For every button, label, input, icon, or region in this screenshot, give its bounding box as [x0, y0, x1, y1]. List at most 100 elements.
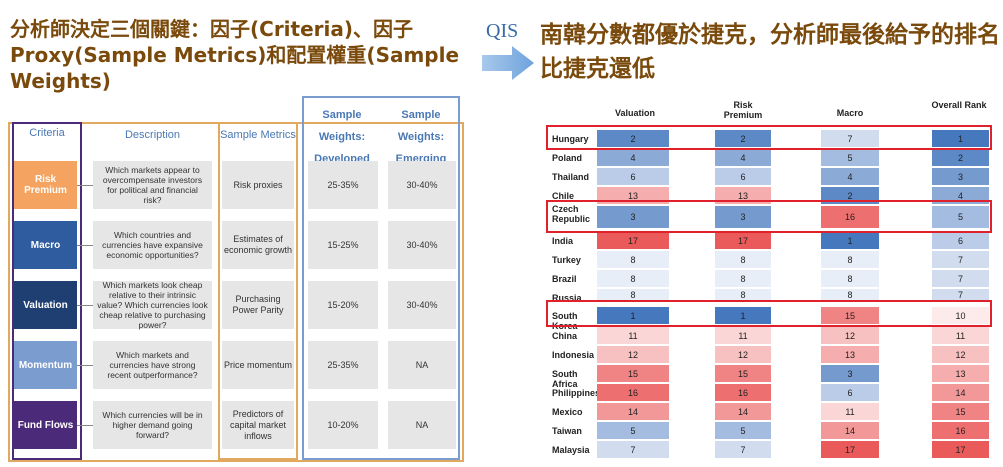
criteria-column-frame: [12, 122, 82, 460]
header-risk-premium: Risk Premium: [723, 100, 763, 120]
risk-cell: 11: [715, 327, 771, 344]
metric-cell: Risk proxies: [222, 161, 294, 209]
risk-cell: 8: [715, 270, 771, 287]
risk-cell: 15: [715, 365, 771, 382]
overall-cell: 5: [932, 206, 989, 228]
dev-weight-cell: 15-25%: [308, 221, 378, 269]
connector-line: [77, 365, 93, 366]
valuation-cell: 13: [597, 187, 669, 204]
valuation-cell: 16: [597, 384, 669, 401]
macro-cell: 8: [821, 289, 879, 300]
risk-cell: 2: [715, 130, 771, 147]
valuation-cell: 5: [597, 422, 669, 439]
header-criteria: Criteria: [29, 127, 65, 139]
country-name: Thailand: [552, 172, 590, 182]
macro-cell: 11: [821, 403, 879, 420]
overall-cell: 16: [932, 422, 989, 439]
description-cell: Which countries and currencies have expa…: [93, 221, 212, 269]
country-name: Mexico: [552, 407, 583, 417]
macro-cell: 16: [821, 206, 879, 228]
macro-cell: 8: [821, 251, 879, 268]
connector-line: [77, 305, 93, 306]
criteria-label: Valuation: [14, 281, 77, 329]
highlight-box: [546, 300, 992, 327]
country-name: Turkey: [552, 255, 581, 265]
valuation-cell: 3: [597, 206, 669, 228]
overall-cell: 2: [932, 149, 989, 166]
connector-line: [77, 185, 93, 186]
dev-weight-cell: 25-35%: [308, 161, 378, 209]
right-arrow-icon: [482, 46, 534, 80]
description-cell: Which markets appear to overcompensate i…: [93, 161, 212, 209]
weights-column-frame: [302, 96, 460, 460]
metrics-column-frame: [218, 122, 298, 460]
left-title: 分析師決定三個關鍵：因子(Criteria)、因子Proxy(Sample Me…: [10, 17, 460, 93]
risk-cell: 6: [715, 168, 771, 185]
macro-cell: 3: [821, 365, 879, 382]
risk-cell: 14: [715, 403, 771, 420]
country-name: Indonesia: [552, 350, 595, 360]
connector-line: [77, 425, 93, 426]
macro-cell: 14: [821, 422, 879, 439]
macro-cell: 5: [821, 149, 879, 166]
header-description: Description: [124, 129, 181, 141]
overall-cell: 14: [932, 384, 989, 401]
overall-cell: 10: [932, 307, 989, 324]
valuation-cell: 8: [597, 289, 669, 300]
risk-cell: 13: [715, 187, 771, 204]
header-metrics: Sample Metrics: [220, 129, 296, 141]
valuation-cell: 1: [597, 307, 669, 324]
country-name: Hungary: [552, 134, 589, 144]
risk-cell: 1: [715, 307, 771, 324]
risk-cell: 8: [715, 251, 771, 268]
valuation-cell: 14: [597, 403, 669, 420]
overall-cell: 7: [932, 289, 989, 300]
overall-cell: 3: [932, 168, 989, 185]
dev-weight-cell: 10-20%: [308, 401, 378, 449]
country-name: India: [552, 236, 574, 246]
right-title: 南韓分數都優於捷克，分析師最後給予的排名比捷克還低: [540, 22, 1000, 82]
macro-cell: 7: [821, 130, 879, 147]
valuation-cell: 12: [597, 346, 669, 363]
macro-cell: 8: [821, 270, 879, 287]
macro-cell: 6: [821, 384, 879, 401]
dev-weight-cell: 15-20%: [308, 281, 378, 329]
connector-line: [77, 245, 93, 246]
macro-cell: 1: [821, 232, 879, 249]
country-name: Poland: [552, 153, 583, 163]
risk-cell: 5: [715, 422, 771, 439]
risk-cell: 16: [715, 384, 771, 401]
macro-cell: 2: [821, 187, 879, 204]
valuation-cell: 11: [597, 327, 669, 344]
country-name: Philippines: [552, 388, 601, 398]
criteria-label: Momentum: [14, 341, 77, 389]
criteria-label: Risk Premium: [14, 161, 77, 209]
risk-cell: 8: [715, 289, 771, 300]
risk-cell: 17: [715, 232, 771, 249]
country-name: Malaysia: [552, 445, 590, 455]
emg-weight-cell: 30-40%: [388, 281, 456, 329]
overall-cell: 17: [932, 441, 989, 458]
macro-cell: 12: [821, 327, 879, 344]
risk-cell: 12: [715, 346, 771, 363]
risk-cell: 4: [715, 149, 771, 166]
emg-weight-cell: 30-40%: [388, 221, 456, 269]
description-cell: Which markets look cheap relative to the…: [93, 280, 212, 330]
overall-cell: 1: [932, 130, 989, 147]
header-valuation: Valuation: [614, 108, 655, 118]
valuation-cell: 7: [597, 441, 669, 458]
emg-weight-cell: NA: [388, 401, 456, 449]
overall-cell: 13: [932, 365, 989, 382]
metric-cell: Price momentum: [222, 341, 294, 389]
valuation-cell: 17: [597, 232, 669, 249]
macro-cell: 13: [821, 346, 879, 363]
country-name: Russia: [552, 293, 582, 303]
highlight-box: [546, 125, 992, 150]
overall-cell: 6: [932, 232, 989, 249]
overall-cell: 7: [932, 270, 989, 287]
highlight-box: [546, 200, 992, 233]
header-macro: Macro: [836, 108, 864, 118]
overall-cell: 7: [932, 251, 989, 268]
overall-cell: 4: [932, 187, 989, 204]
qis-label: QIS: [486, 20, 519, 42]
